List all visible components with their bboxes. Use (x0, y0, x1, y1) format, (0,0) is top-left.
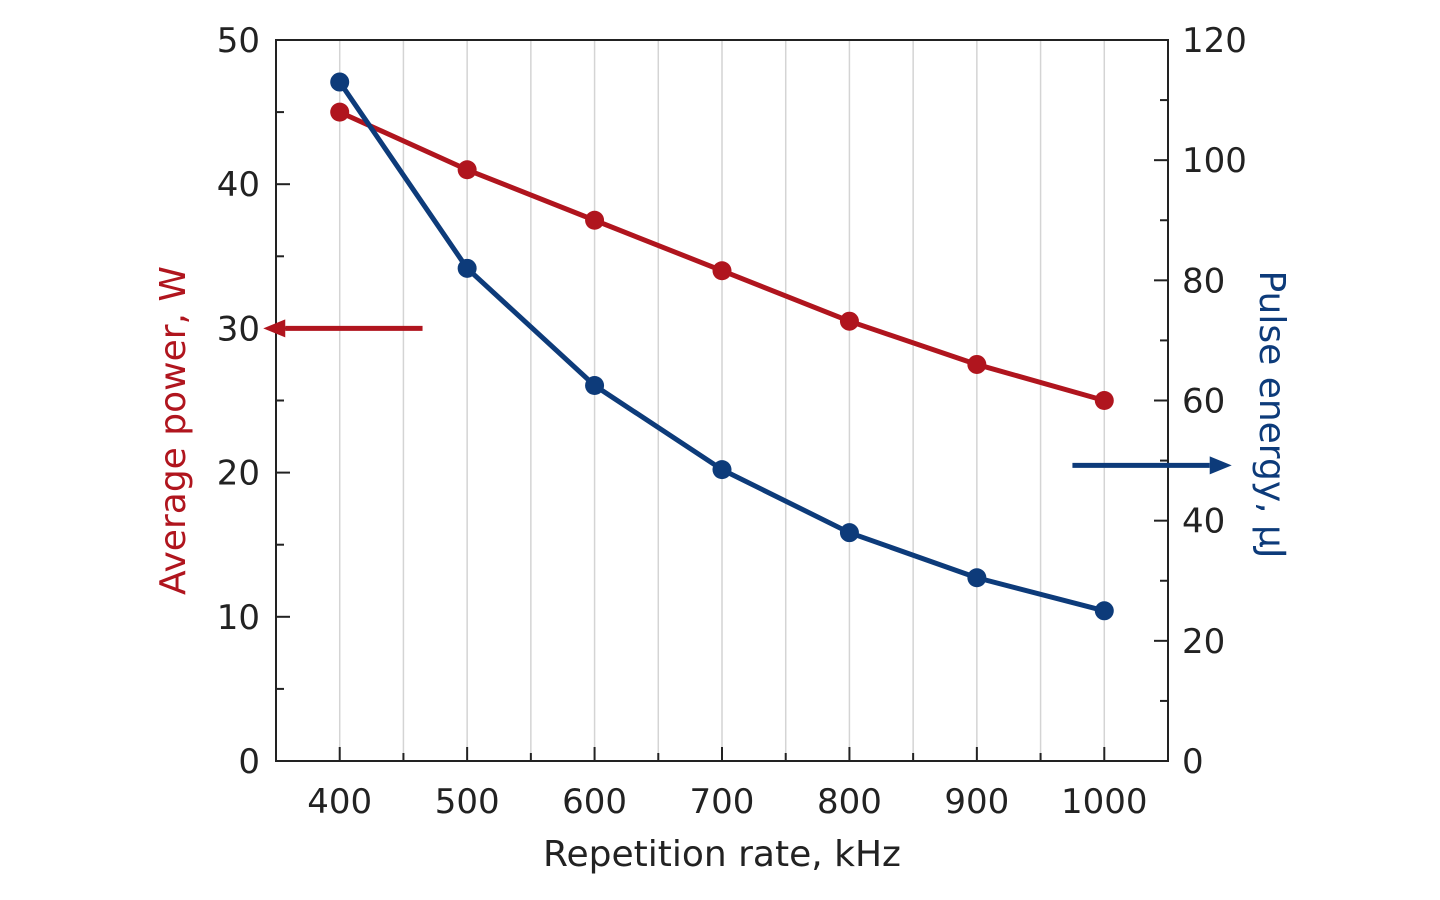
data-point-right (330, 72, 350, 92)
data-point-right (839, 523, 859, 543)
annotations (263, 319, 1232, 475)
x-axis-title: Repetition rate, kHz (543, 834, 901, 875)
x-tick-label: 900 (944, 782, 1009, 822)
right-y-tick-label: 40 (1182, 502, 1225, 542)
right-y-axis-title: Pulse energy, μJ (1251, 270, 1292, 558)
x-tick-label: 600 (562, 782, 627, 822)
right-y-tick-label: 0 (1182, 742, 1204, 782)
left-y-tick-label: 0 (238, 742, 260, 782)
data-point-left (712, 261, 732, 281)
left-y-tick-label: 30 (217, 309, 260, 349)
x-tick-label: 400 (307, 782, 372, 822)
left-y-tick-label: 20 (217, 454, 260, 494)
right-y-tick-label: 60 (1182, 382, 1225, 422)
data-point-left (585, 210, 605, 230)
x-tick-label: 1000 (1061, 782, 1148, 822)
data-point-right (457, 258, 477, 278)
grid (338, 40, 1106, 761)
x-tick-label: 700 (690, 782, 755, 822)
data-point-right (585, 375, 605, 395)
x-tick-label: 500 (435, 782, 500, 822)
axes: 400 500 600 700 800 900 1000010203040500204060… (217, 21, 1247, 822)
left-y-tick-label: 10 (217, 598, 260, 638)
left-y-axis-title: Average power, W (153, 266, 194, 595)
x-tick-label: 800 (817, 782, 882, 822)
data-point-left (330, 102, 350, 122)
right-y-tick-label: 120 (1182, 21, 1247, 61)
data-point-right (712, 460, 732, 480)
data-point-left (457, 160, 477, 180)
series (330, 72, 1114, 621)
right-y-tick-label: 80 (1182, 261, 1225, 301)
left-y-tick-label: 40 (217, 165, 260, 205)
left-y-tick-label: 50 (217, 21, 260, 61)
data-point-left (1094, 391, 1114, 410)
data-point-left (839, 311, 859, 331)
data-point-right (1094, 601, 1114, 621)
right-y-tick-label: 100 (1182, 141, 1247, 181)
data-point-left (967, 354, 987, 374)
arrow-left-head (263, 319, 286, 338)
right-y-tick-label: 20 (1182, 622, 1225, 662)
data-point-right (967, 568, 987, 588)
arrow-right-head (1209, 456, 1232, 475)
